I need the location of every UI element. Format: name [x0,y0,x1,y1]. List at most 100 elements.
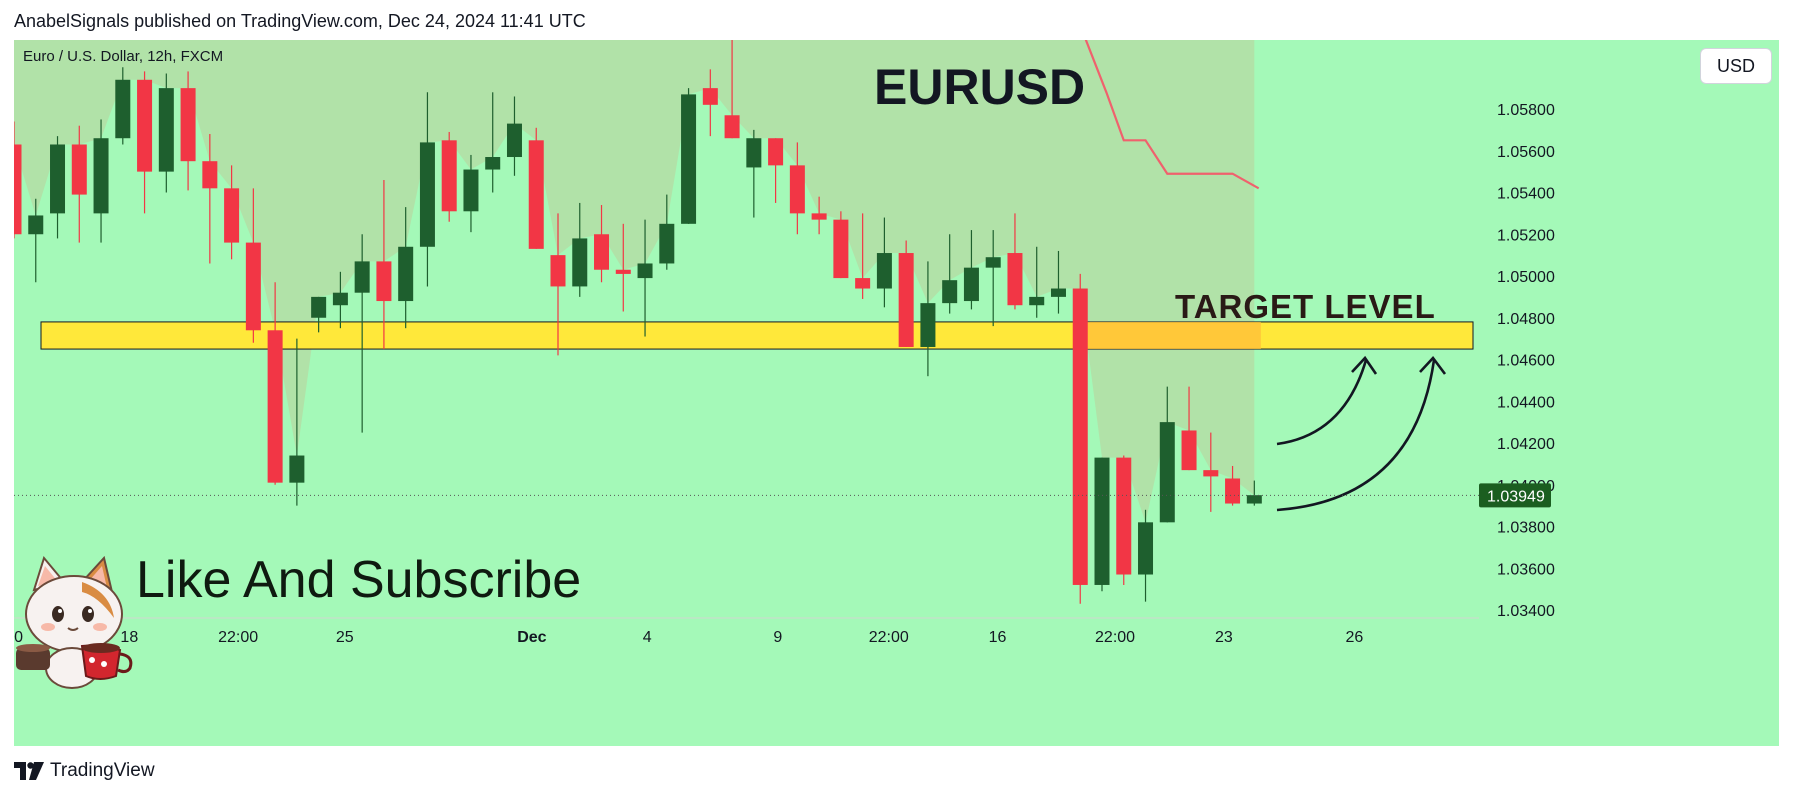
candle [28,198,44,283]
candle-body [1203,470,1219,477]
candle [485,92,501,193]
candle-body [572,238,588,287]
chart-area[interactable]: EURUSD TARGET LEVEL Like And Subscribe Euro… [14,40,1779,746]
candle [1072,273,1088,604]
candle [137,71,153,214]
candle-body [615,269,631,274]
publisher-line: AnabelSignals published on TradingView.c… [14,11,586,31]
candle-body [50,144,66,214]
tradingview-logo-icon [14,762,44,780]
current-price-badge [1479,483,1551,508]
x-tick-label: 9 [773,629,782,646]
y-tick-label: 1.05800 [1497,102,1555,119]
chart-title: EURUSD [874,59,1085,115]
candle [398,207,414,329]
candle [224,165,240,260]
candle [180,71,196,191]
candle-body [354,261,370,293]
candle [376,179,392,350]
candle-body [71,144,87,195]
axes: 1.05800 1.05600 1.05400 1.05200 1.05000 1.048… [14,102,1555,646]
candle [528,127,544,249]
candle-body [724,115,740,139]
candle [311,296,327,333]
candle [463,154,479,233]
candle-body [28,215,44,235]
candle-body [93,138,109,214]
candle [724,40,740,139]
candle [202,134,218,264]
candle [963,230,979,310]
candle [50,136,66,239]
candle-body [528,140,544,249]
candle-body [985,257,1001,268]
candle-body [833,219,849,279]
footer-brand[interactable]: TradingView [14,760,155,782]
candle [615,223,631,312]
candle [811,196,827,235]
candle [1203,432,1219,512]
candle-body [398,246,414,302]
candle [1159,386,1175,523]
promo-text: Like And Subscribe [136,551,581,609]
candle [115,67,131,145]
candle [833,211,849,279]
y-tick-label: 1.05400 [1497,186,1555,203]
candle-body [1094,457,1110,585]
target-zone-highlight [1086,321,1261,350]
candle [1116,455,1132,585]
candle [1094,457,1110,592]
candle [768,138,784,203]
candle [354,234,370,433]
y-tick-label: 1.05600 [1497,144,1555,161]
x-tick-label: 22:00 [218,629,258,646]
candle-body [1072,288,1088,585]
candle-body [311,296,327,318]
symbol-line: Euro / U.S. Dollar, 12h, FXCM [23,48,223,65]
candle [1225,465,1241,506]
candle-body [811,213,827,220]
arrow-upper-head [1351,355,1378,375]
candlestick-chart[interactable]: EURUSD TARGET LEVEL Like And Subscribe Euro… [14,40,1779,746]
candle [637,219,653,337]
candle-body [637,263,653,279]
candle-body [1050,288,1066,297]
arrow-lower-head [1419,355,1447,375]
x-tick-label: 16 [989,629,1007,646]
chart-text: EURUSD TARGET LEVEL Like And Subscribe Euro… [23,48,1435,609]
candle-body [550,255,566,287]
candles [14,40,1262,604]
candle [746,129,762,218]
y-tick-label: 1.05000 [1497,269,1555,286]
candle [572,202,588,297]
candle-body [1159,422,1175,523]
candle [789,142,805,235]
arrow-upper [1276,359,1368,446]
candle-body [681,94,697,224]
candle-body [419,142,435,247]
x-tick-label: 23 [1215,629,1233,646]
shaded-area [14,40,1255,523]
candle-body [202,161,218,189]
candle [441,131,457,222]
candle-body [441,140,457,212]
candle [245,188,261,343]
candle [920,261,936,377]
y-tick-label: 1.04400 [1497,394,1555,411]
y-tick-label: 1.04200 [1497,436,1555,453]
y-tick-label: 1.05200 [1497,227,1555,244]
y-tick-label: 1.03400 [1497,603,1555,620]
candle-body [224,188,240,243]
candle-body [855,278,871,289]
candle [876,217,892,308]
candle-body [1246,495,1262,504]
candle-body [332,292,348,306]
footer-brand-label: TradingView [50,760,155,781]
x-tick-label: 18 [120,629,138,646]
x-tick-label: 22:00 [1095,629,1135,646]
candle [855,213,871,299]
candle-body [594,234,610,270]
currency-button[interactable]: USD [1700,48,1772,84]
arrow-lower [1276,359,1436,512]
candle [681,88,697,224]
